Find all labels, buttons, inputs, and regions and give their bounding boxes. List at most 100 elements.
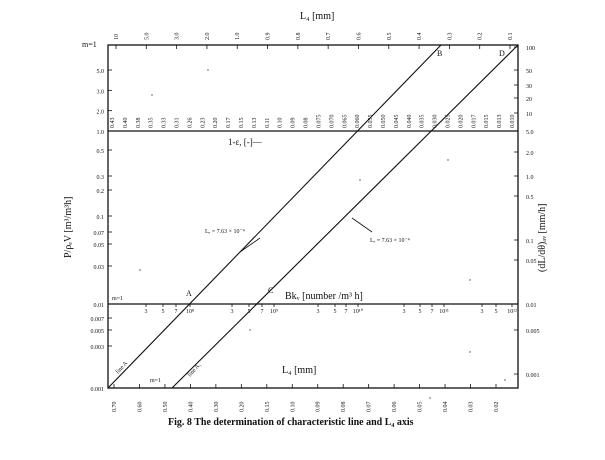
bk-axis-label: 7 xyxy=(261,309,264,315)
porosity-row-value: 0.33 xyxy=(162,118,168,129)
left-axis-tick-label: 0.07 xyxy=(94,231,105,237)
right-upper-tick-label: 5.0 xyxy=(526,130,534,136)
bottom-axis-tick-label: 0.60 xyxy=(137,402,143,413)
scan-speck xyxy=(359,179,361,181)
bk-axis-label: 7 xyxy=(345,309,348,315)
top-axis-title: L₄ [mm] xyxy=(300,11,334,22)
point-d-label: D xyxy=(499,49,505,58)
bottom-axis-tick-label: 0.40 xyxy=(188,402,194,413)
porosity-row-value: 0.075 xyxy=(316,115,322,129)
right-lower-ticks: 0.005 0.001 xyxy=(514,329,540,379)
bottom-axis-tick-label: 0.70 xyxy=(112,402,118,413)
leader-lower xyxy=(351,217,373,233)
right-middle-ticks: 2.0 1.0 0.5 0.1 0.05 0.01 xyxy=(514,151,537,309)
right-upper-tick-label: 50 xyxy=(526,69,532,75)
bk-axis-title: Bkᵥ [number /m³ h] xyxy=(285,291,363,302)
bk-axis-labels: m=1 3 5 7 10⁸ 3 5 7 10⁹ 3 5 7 10¹⁰ 3 5 7 10¹¹ 3 5 10¹² xyxy=(112,296,517,315)
right-upper-tick-label: 30 xyxy=(526,84,532,90)
bottom-axis-tick-label: 0.03 xyxy=(469,402,475,413)
porosity-row-value: 0.11 xyxy=(265,118,271,128)
scan-speck xyxy=(447,159,449,161)
porosity-row-value: 0.35 xyxy=(149,118,155,129)
bk-axis-label: 5 xyxy=(334,309,337,315)
porosity-row-value: 0.23 xyxy=(200,118,206,129)
porosity-row-value: 0.010 xyxy=(510,115,516,129)
porosity-row-value: 0.08 xyxy=(304,118,310,129)
porosity-row-value: 0.09 xyxy=(291,118,297,129)
top-axis-tick-label: 0.5 xyxy=(387,33,393,41)
right-middle-tick-label: 0.5 xyxy=(526,195,534,201)
left-axis-title: P/ρₑV [m³/m³h] xyxy=(63,197,74,258)
top-axis-tick-label: 1.0 xyxy=(235,33,241,41)
point-a-label: A xyxy=(186,289,192,298)
porosity-row-value: 0.15 xyxy=(239,118,245,129)
point-b-label: B xyxy=(437,49,442,58)
top-axis-tick-label: 0.6 xyxy=(356,33,362,41)
left-axis-tick-label: 0.5 xyxy=(97,149,105,155)
scan-specks xyxy=(139,69,506,399)
top-axis-tick-label: 3.0 xyxy=(175,33,181,41)
top-axis-tick-label: 0.4 xyxy=(417,33,423,41)
leader-upper xyxy=(239,237,261,253)
characteristic-line-lower xyxy=(171,44,519,389)
top-axis-tick-label: 0.8 xyxy=(296,33,302,41)
porosity-row-value: 0.070 xyxy=(329,115,335,129)
bk-axis-label: m=1 xyxy=(112,296,123,302)
figure-caption: Fig. 8 The determination of characterist… xyxy=(168,417,414,428)
porosity-row-value: 0.030 xyxy=(433,115,439,129)
porosity-row-value: 0.13 xyxy=(252,118,258,129)
bk-axis-label: 3 xyxy=(231,309,234,315)
scan-speck xyxy=(207,69,209,71)
top-axis-tick-label: 0.2 xyxy=(478,33,484,41)
top-axis-tick-label: 0.1 xyxy=(508,33,514,41)
left-axis-tick-label: 0.03 xyxy=(94,265,105,271)
bottom-corner-label: m=1 xyxy=(150,378,161,384)
porosity-row-value: 0.025 xyxy=(445,115,451,129)
porosity-row-value: 0.050 xyxy=(381,115,387,129)
porosity-row-value: 0.040 xyxy=(407,115,413,129)
scan-speck xyxy=(151,94,153,96)
porosity-row-value: 0.045 xyxy=(394,115,400,129)
porosity-row-value: 0.31 xyxy=(175,118,181,129)
bk-axis-label: 10¹⁰ xyxy=(353,308,364,315)
bk-axis-label: 7 xyxy=(431,309,434,315)
bottom-axis-tick-label: 0.09 xyxy=(316,402,322,413)
porosity-row-value: 0.017 xyxy=(471,115,477,129)
plot-frame xyxy=(107,44,519,389)
bottom-axis-tick-label: 0.08 xyxy=(341,402,347,413)
right-upper-tick-label: 20 xyxy=(526,97,532,103)
scan-speck xyxy=(249,329,251,331)
bk-axis-label: 5 xyxy=(495,309,498,315)
right-upper-tick-label: 100 xyxy=(526,46,535,52)
bk-axis-label: 10¹¹ xyxy=(439,309,449,315)
bk-axis-label: 5 xyxy=(162,309,165,315)
porosity-row-values: 0.43 0.40 0.38 0.35 0.33 0.31 0.26 0.23 0.20 0.17… xyxy=(110,114,516,128)
right-lower-tick-label: 0.001 xyxy=(526,373,540,379)
left-lower-tick-label: 0.003 xyxy=(91,345,105,351)
right-middle-tick-label: 2.0 xyxy=(526,151,534,157)
right-middle-tick-label: 1.0 xyxy=(526,175,534,181)
left-axis-tick-label: 0.1 xyxy=(97,215,105,221)
left-upper-tick-label: 1.0 xyxy=(97,130,105,136)
porosity-row-value: 0.055 xyxy=(368,115,374,129)
bk-axis-label: 5 xyxy=(248,309,251,315)
right-upper-tick-label: 10 xyxy=(526,112,532,118)
top-axis-tick-label: 10 xyxy=(114,34,120,40)
lower-line-annotation: Lₑ = 7.63 × 10⁻⁴ xyxy=(370,238,410,244)
porosity-row-value: 0.015 xyxy=(484,115,490,129)
porosity-row-value: 0.020 xyxy=(458,115,464,129)
top-axis-tick-label: 0.9 xyxy=(266,33,272,41)
bottom-axis-tick-label: 0.07 xyxy=(367,402,373,413)
left-corner-label: m=1 xyxy=(82,40,97,49)
porosity-row-value: 0.26 xyxy=(187,118,193,129)
upper-line-annotation: Lₑ = 7.63 × 10⁻⁴ xyxy=(205,229,245,235)
bk-axis-label: 7 xyxy=(175,309,178,315)
scan-speck xyxy=(504,379,506,381)
bk-axis-label: 10⁹ xyxy=(270,309,278,315)
top-axis-tick-label: 2.0 xyxy=(205,33,211,41)
left-axis-tick-label: 0.05 xyxy=(94,243,105,249)
porosity-row-value: 0.060 xyxy=(355,115,361,129)
right-middle-tick-label: 0.1 xyxy=(526,239,534,245)
left-axis-tick-label: 0.01 xyxy=(94,303,105,309)
